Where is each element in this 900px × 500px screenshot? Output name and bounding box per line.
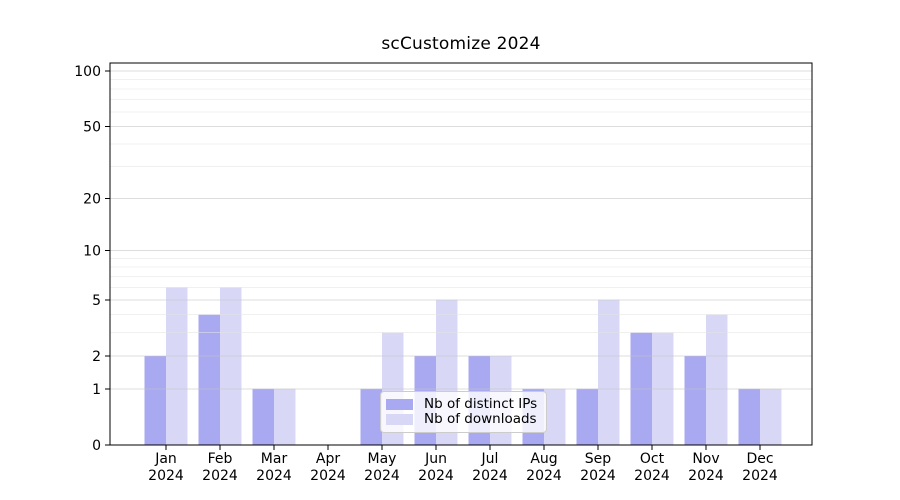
- y-tick-label: 100: [74, 64, 101, 80]
- x-tick-label-sep: Sep 2024: [580, 451, 616, 484]
- legend: Nb of distinct IPs Nb of downloads: [380, 391, 547, 433]
- bar-downloads-dec: [760, 388, 782, 445]
- chart-title: scCustomize 2024: [381, 34, 541, 54]
- bar-distinct-ips-mar: [252, 388, 274, 445]
- bar-distinct-ips-nov: [684, 355, 706, 445]
- y-tick-label: 10: [83, 244, 101, 260]
- y-tick-label: 20: [83, 191, 101, 207]
- x-tick-label-jul: Jul 2024: [472, 451, 508, 484]
- x-tick-label-apr: Apr 2024: [310, 451, 346, 484]
- x-tick-label-dec: Dec 2024: [742, 451, 778, 484]
- bar-distinct-ips-feb: [198, 314, 220, 445]
- x-tick-label-feb: Feb 2024: [202, 451, 238, 484]
- bar-downloads-feb: [220, 287, 242, 445]
- bar-distinct-ips-jan: [144, 355, 166, 445]
- bar-downloads-jan: [166, 287, 188, 445]
- y-tick-label: 1: [92, 382, 101, 398]
- legend-label-downloads: Nb of downloads: [424, 411, 537, 427]
- x-tick-label-oct: Oct 2024: [634, 451, 670, 484]
- y-tick-label: 2: [92, 349, 101, 365]
- legend-item-downloads: Nb of downloads: [386, 412, 538, 427]
- x-tick-label-aug: Aug 2024: [526, 451, 562, 484]
- bar-downloads-mar: [274, 388, 296, 445]
- x-tick-label-nov: Nov 2024: [688, 451, 724, 484]
- x-tick-label-mar: Mar 2024: [256, 451, 292, 484]
- bar-downloads-aug: [544, 388, 566, 445]
- legend-item-distinct-ips: Nb of distinct IPs: [386, 397, 538, 412]
- x-tick-label-may: May 2024: [364, 451, 400, 484]
- y-tick-label: 50: [83, 119, 101, 135]
- y-tick-label: 5: [92, 293, 101, 309]
- legend-swatch-downloads: [386, 414, 413, 425]
- bar-downloads-sep: [598, 299, 620, 445]
- bar-distinct-ips-may: [360, 388, 382, 445]
- bar-distinct-ips-sep: [576, 388, 598, 445]
- axes-spines: [109, 62, 813, 446]
- x-tick-label-jan: Jan 2024: [148, 451, 184, 484]
- bar-distinct-ips-dec: [738, 388, 760, 445]
- legend-swatch-distinct-ips: [386, 399, 413, 410]
- legend-label-distinct-ips: Nb of distinct IPs: [424, 396, 538, 412]
- x-tick-label-jun: Jun 2024: [418, 451, 454, 484]
- y-tick-label: 0: [92, 438, 101, 454]
- bar-downloads-nov: [706, 314, 728, 445]
